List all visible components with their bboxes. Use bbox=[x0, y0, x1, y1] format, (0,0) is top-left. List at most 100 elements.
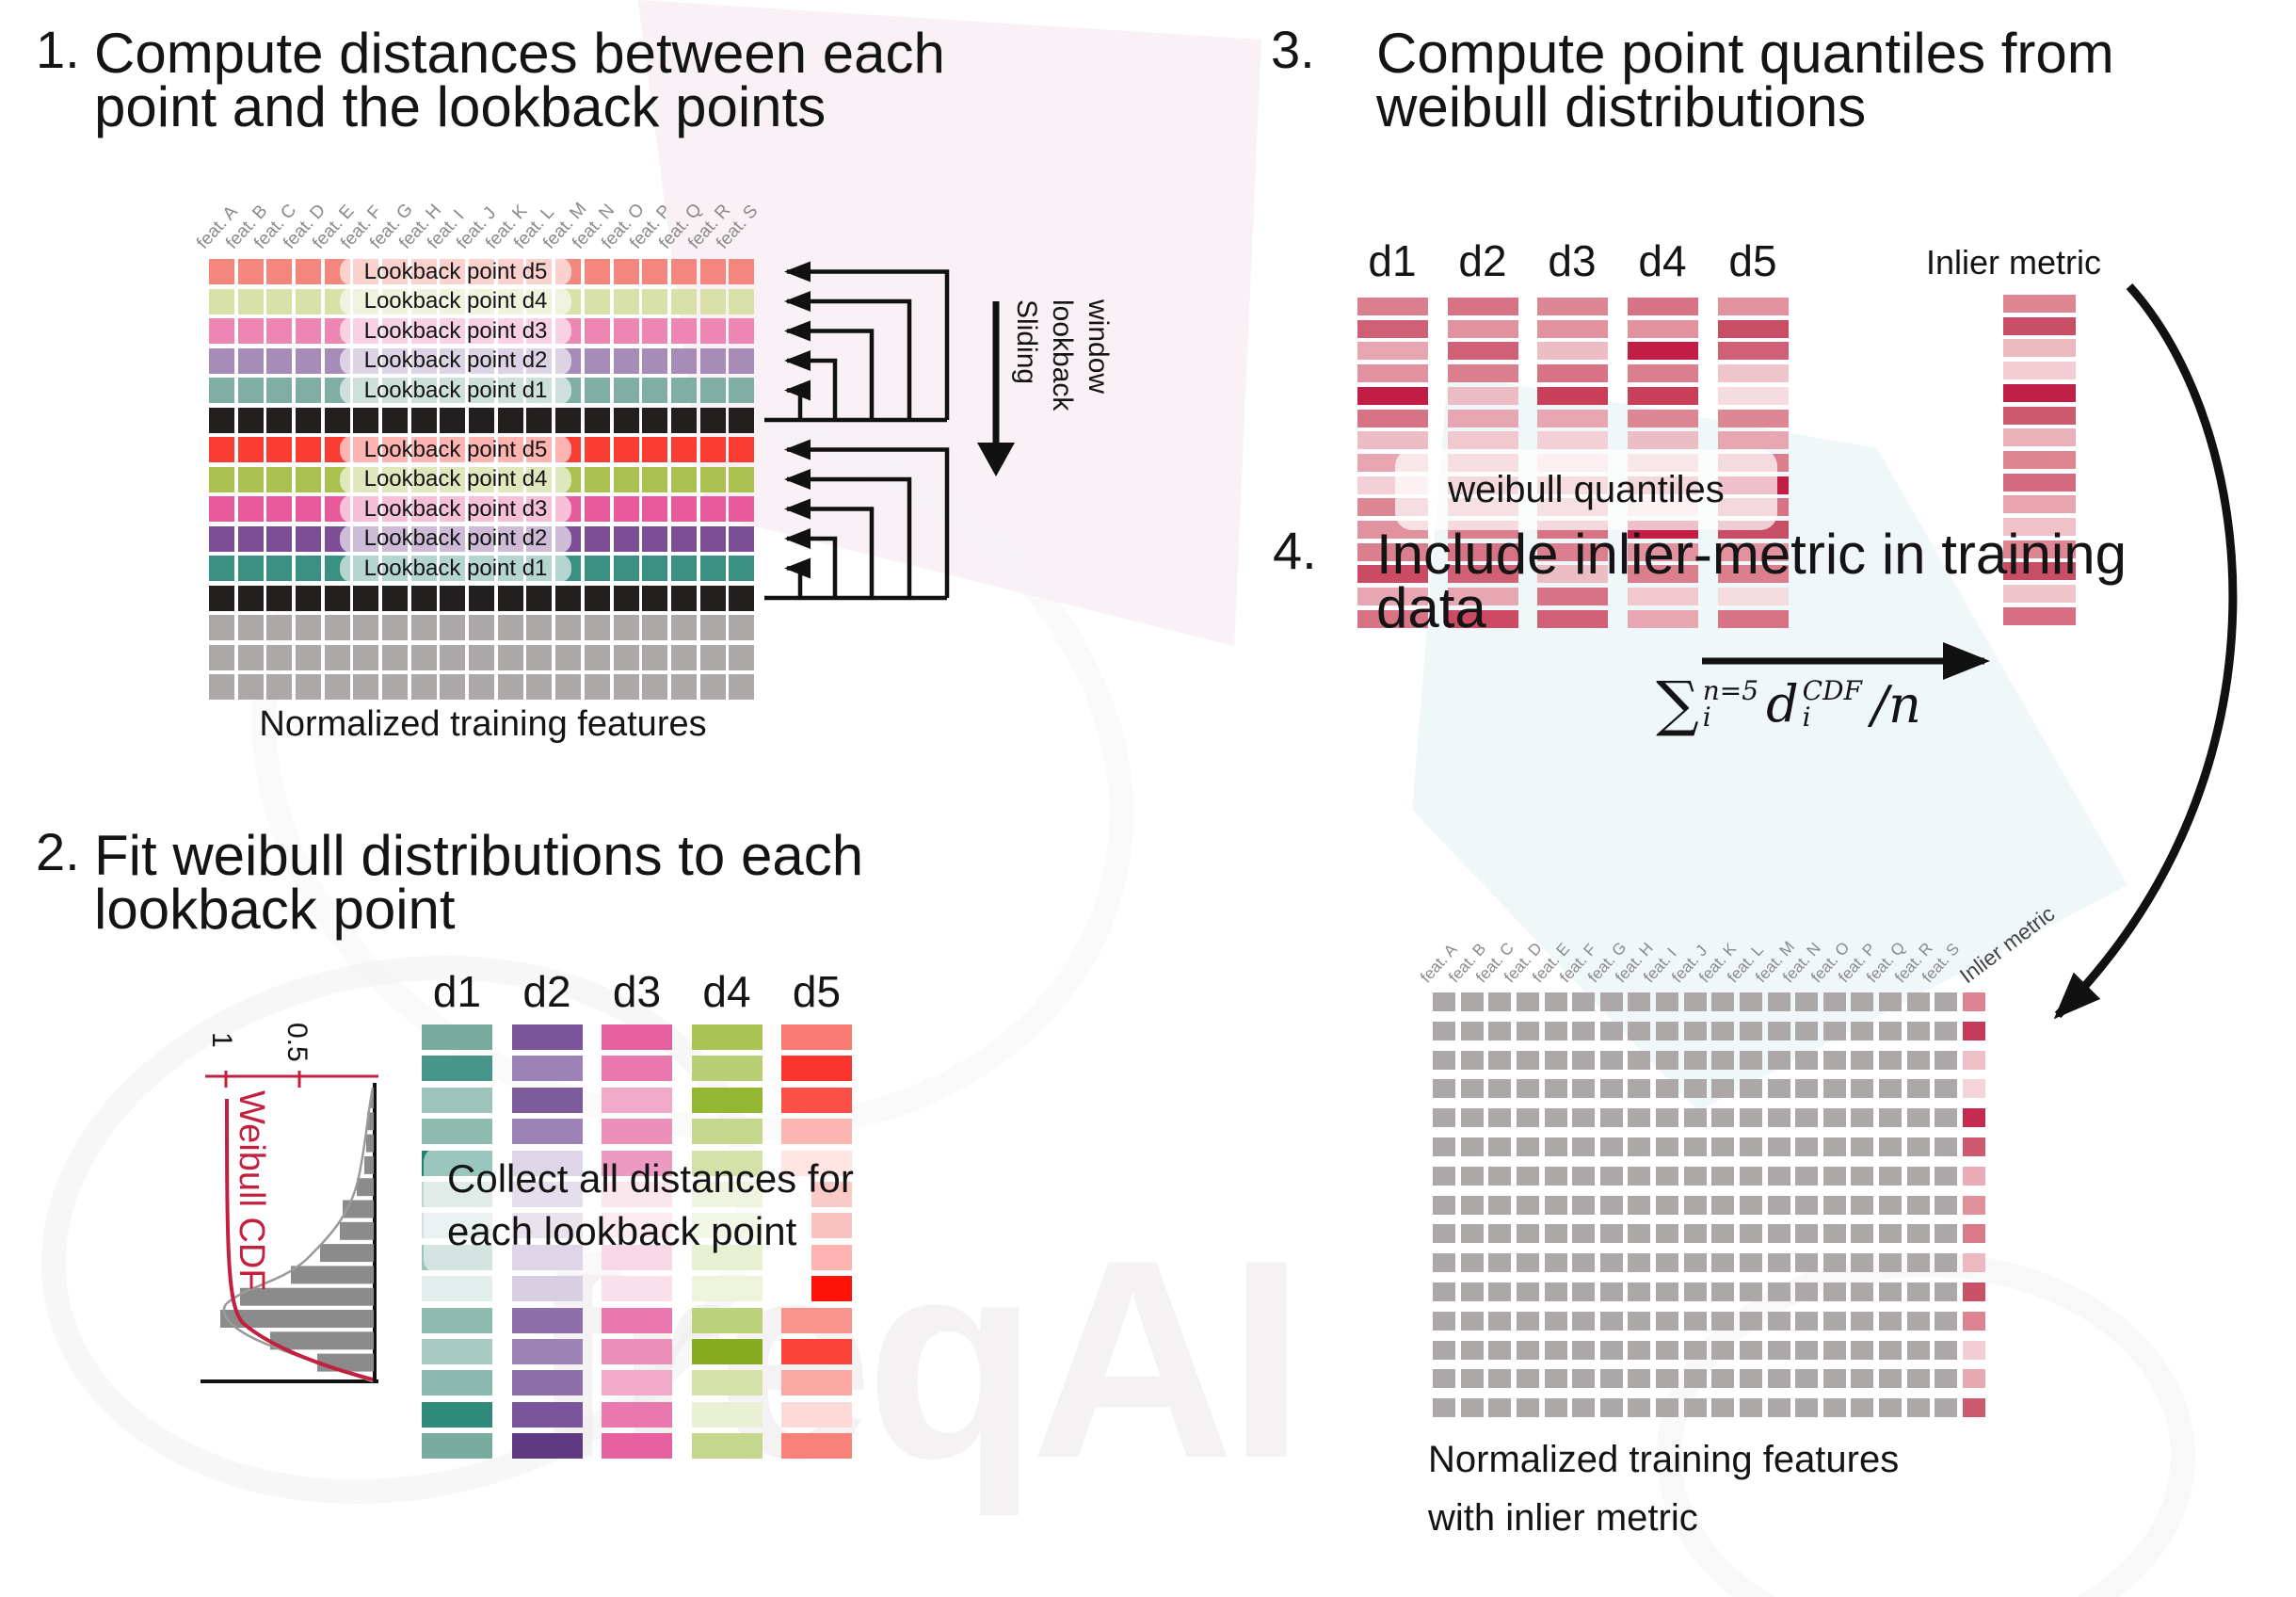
grid-cell bbox=[584, 288, 610, 315]
quantile-bar bbox=[1717, 386, 1789, 405]
distance-bar bbox=[422, 1339, 492, 1364]
grid-cell bbox=[1767, 1253, 1790, 1273]
grid-cell bbox=[266, 378, 293, 403]
grid-cell bbox=[1460, 1108, 1484, 1128]
grid-cell bbox=[1851, 1369, 1874, 1389]
grid-cell bbox=[1628, 1340, 1651, 1360]
grid-cell bbox=[1935, 992, 1958, 1011]
quantile-bar bbox=[1717, 588, 1789, 606]
grid-cell bbox=[1767, 1050, 1790, 1070]
grid-cell bbox=[1767, 1282, 1790, 1301]
grid-cell bbox=[237, 585, 264, 611]
grid-cell bbox=[1795, 1311, 1819, 1331]
grid-cell bbox=[440, 407, 466, 433]
s4-caption-line2: with inlier metric bbox=[1428, 1497, 1698, 1539]
sliding-window-label-line1: Sliding bbox=[1011, 299, 1042, 385]
grid-cell bbox=[1935, 1369, 1958, 1389]
distance-bar bbox=[691, 1307, 763, 1333]
grid-cell bbox=[1516, 1398, 1539, 1418]
lookback-row-pill: Lookback point d1 bbox=[340, 376, 571, 405]
grid-cell bbox=[1711, 1137, 1735, 1156]
grid-cell bbox=[1822, 1311, 1846, 1331]
grid-cell bbox=[729, 288, 755, 315]
grid-cell bbox=[1488, 1369, 1512, 1389]
lookback-row-pill: Lookback point d1 bbox=[340, 554, 571, 583]
grid-cell bbox=[1683, 1282, 1707, 1301]
grid-cell bbox=[1906, 1398, 1930, 1418]
grid-cell bbox=[1572, 1195, 1596, 1215]
grid-cell bbox=[1795, 1079, 1819, 1099]
inlier-metric-bar bbox=[2003, 473, 2076, 492]
grid-cell bbox=[1572, 1050, 1596, 1070]
quantile-bar bbox=[1536, 431, 1608, 450]
grid-cell bbox=[1711, 1021, 1735, 1040]
formula-term-sub: i bbox=[1802, 702, 1811, 733]
inlier-metric-cell bbox=[1962, 1253, 1985, 1273]
density-curve bbox=[222, 1087, 375, 1383]
grid-cell bbox=[266, 407, 293, 433]
grid-cell bbox=[469, 674, 495, 700]
grid-cell bbox=[670, 437, 697, 462]
grid-cell bbox=[642, 496, 668, 522]
grid-cell bbox=[1851, 1253, 1874, 1273]
step-2-title-line2: lookback point bbox=[94, 878, 456, 941]
grid-cell bbox=[237, 644, 264, 670]
inlier-metric-bar bbox=[2003, 316, 2076, 335]
grid-cell bbox=[584, 407, 610, 433]
distance-bar bbox=[691, 1339, 763, 1364]
weibull-cdf-label: Weibull CDF bbox=[232, 1090, 271, 1291]
grid-cell bbox=[1822, 1079, 1846, 1099]
formula-term: d bbox=[1766, 674, 1799, 734]
grid-cell bbox=[1767, 1166, 1790, 1186]
grid-cell bbox=[1599, 1340, 1623, 1360]
grid-cell bbox=[1822, 1253, 1846, 1273]
grid-cell bbox=[1488, 1195, 1512, 1215]
grid-cell bbox=[410, 674, 437, 700]
grid-cell bbox=[1433, 992, 1455, 1011]
grid-cell bbox=[1599, 1398, 1623, 1418]
inlier-metric-cell bbox=[1962, 1282, 1985, 1301]
distance-bar bbox=[602, 1339, 672, 1364]
grid-cell bbox=[296, 585, 322, 611]
grid-cell bbox=[1767, 1340, 1790, 1360]
quantile-bar bbox=[1627, 588, 1698, 606]
grid-cell bbox=[469, 644, 495, 670]
grid-cell bbox=[410, 585, 437, 611]
grid-cell bbox=[699, 378, 726, 403]
quantile-bar bbox=[1627, 409, 1698, 427]
grid-cell bbox=[1433, 1079, 1455, 1099]
grid-cell bbox=[1683, 1166, 1707, 1186]
grid-cell bbox=[1599, 1166, 1623, 1186]
grid-cell bbox=[1488, 1398, 1512, 1418]
grid-cell bbox=[1433, 1166, 1455, 1186]
distance-bar bbox=[602, 1307, 672, 1333]
grid-cell bbox=[555, 615, 582, 640]
grid-cell bbox=[1628, 1108, 1651, 1128]
grid-cell bbox=[1711, 1369, 1735, 1389]
grid-cell bbox=[526, 615, 553, 640]
grid-cell bbox=[1572, 1369, 1596, 1389]
grid-cell bbox=[1795, 1108, 1819, 1128]
quantile-bar bbox=[1717, 364, 1789, 383]
grid-cell bbox=[642, 615, 668, 640]
grid-cell bbox=[1516, 1195, 1539, 1215]
grid-cell bbox=[1822, 1137, 1846, 1156]
grid-cell bbox=[1851, 1137, 1874, 1156]
distance-bar bbox=[691, 1401, 763, 1428]
grid-cell bbox=[209, 318, 234, 344]
histogram-bar bbox=[220, 1310, 374, 1328]
formula-lower-limit: i bbox=[1702, 702, 1711, 733]
quantile-column-header: d3 bbox=[1548, 236, 1597, 285]
grid-cell bbox=[237, 288, 264, 315]
grid-cell bbox=[1711, 1108, 1735, 1128]
grid-cell bbox=[1935, 1195, 1958, 1215]
quantile-bar bbox=[1627, 319, 1698, 338]
quantile-bar bbox=[1357, 298, 1428, 315]
sliding-window-arrow bbox=[977, 301, 1015, 476]
grid-cell bbox=[1935, 1166, 1958, 1186]
lookback-row-pill: Lookback point d3 bbox=[340, 494, 571, 524]
grid-cell bbox=[266, 496, 293, 522]
grid-cell bbox=[1822, 1050, 1846, 1070]
weibull-cdf-plot bbox=[201, 1071, 378, 1383]
grid-cell bbox=[469, 615, 495, 640]
